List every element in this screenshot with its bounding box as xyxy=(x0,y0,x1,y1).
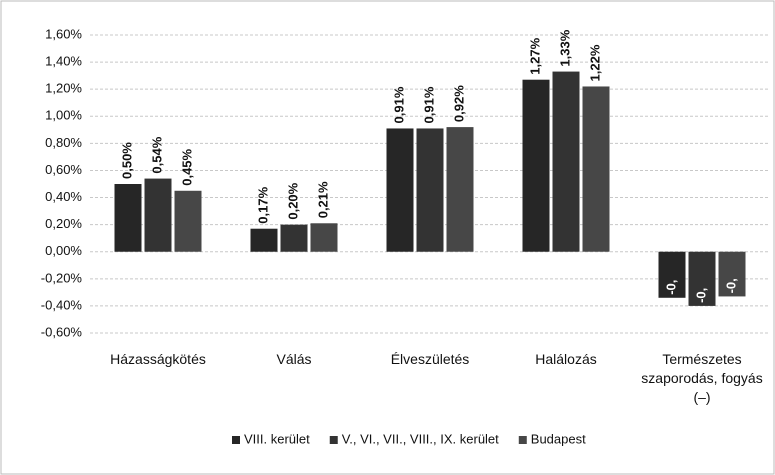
bar xyxy=(718,251,746,297)
data-label: 0,91% xyxy=(421,86,436,123)
data-label: 0,92% xyxy=(451,85,466,122)
bar xyxy=(582,86,610,252)
data-label: 1,33% xyxy=(557,29,572,66)
bar xyxy=(310,223,338,252)
bar xyxy=(250,228,278,252)
legend-swatch xyxy=(518,436,527,444)
x-tick-label: Halálozás xyxy=(535,351,597,367)
data-label: 0,17% xyxy=(255,186,270,223)
bar xyxy=(174,190,202,252)
bar xyxy=(114,184,142,252)
data-label: 0,91% xyxy=(391,86,406,123)
bar xyxy=(144,178,172,252)
y-tick-label: 1,00% xyxy=(45,108,82,123)
y-tick-label: 0,20% xyxy=(45,216,82,231)
bar xyxy=(386,128,414,252)
bar xyxy=(446,127,474,252)
y-tick-label: 1,60% xyxy=(45,26,82,41)
legend-label: Budapest xyxy=(531,431,586,446)
x-tick-label: Válás xyxy=(276,351,312,367)
legend-swatch xyxy=(329,436,338,444)
y-tick-label: 0,80% xyxy=(45,135,82,150)
y-tick-label: -0,40% xyxy=(41,297,83,312)
x-tick-label: Természetes szaporodás, fogyás (–) xyxy=(641,351,763,405)
y-tick-label: 1,20% xyxy=(45,81,82,96)
legend-swatch xyxy=(232,436,240,444)
legend-label: V., VI., VII., VIII., IX. kerület xyxy=(342,431,499,446)
data-label: -0, xyxy=(723,278,738,293)
x-tick-label: Élveszületés xyxy=(390,351,470,367)
data-label: -0, xyxy=(693,288,708,303)
data-label: 0,45% xyxy=(179,148,194,185)
bar xyxy=(552,71,580,252)
bar xyxy=(280,224,308,252)
data-label: 1,27% xyxy=(527,37,542,74)
y-tick-label: 0,00% xyxy=(45,243,82,258)
bar xyxy=(658,251,686,298)
y-tick-label: -0,20% xyxy=(41,270,83,285)
data-label: -0, xyxy=(663,280,678,295)
bar xyxy=(688,251,716,306)
data-label: 0,54% xyxy=(149,136,164,173)
legend-label: VIII. kerület xyxy=(244,431,310,446)
data-label: 0,50% xyxy=(119,142,134,179)
bar xyxy=(522,79,550,252)
x-tick-label: Házasságkötés xyxy=(110,351,206,367)
data-label: 0,20% xyxy=(285,182,300,219)
data-label: 1,22% xyxy=(587,44,602,81)
y-tick-label: 1,40% xyxy=(45,54,82,69)
y-tick-label: 0,40% xyxy=(45,189,82,204)
bar xyxy=(416,128,444,252)
y-tick-label: 0,60% xyxy=(45,162,82,177)
y-tick-label: -0,60% xyxy=(41,324,83,339)
data-label: 0,21% xyxy=(315,181,330,218)
